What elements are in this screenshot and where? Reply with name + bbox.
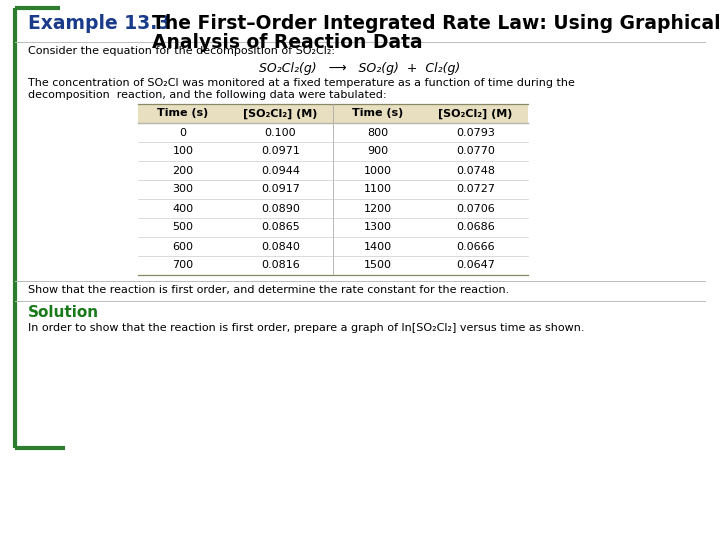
Text: 0.0727: 0.0727 — [456, 185, 495, 194]
Bar — [138, 104, 528, 123]
Text: 100: 100 — [173, 146, 194, 157]
Text: 0.0686: 0.0686 — [456, 222, 495, 233]
Text: 0: 0 — [179, 127, 186, 138]
Text: 0.0917: 0.0917 — [261, 185, 300, 194]
Text: Example 13.3: Example 13.3 — [28, 14, 171, 33]
Text: 300: 300 — [173, 185, 194, 194]
Text: 1500: 1500 — [364, 260, 392, 271]
Text: 500: 500 — [173, 222, 194, 233]
Text: 400: 400 — [172, 204, 194, 213]
Text: Analysis of Reaction Data: Analysis of Reaction Data — [152, 33, 423, 52]
Text: 0.0748: 0.0748 — [456, 165, 495, 176]
Text: Solution: Solution — [28, 305, 99, 320]
Text: 1400: 1400 — [364, 241, 392, 252]
Text: 1000: 1000 — [364, 165, 392, 176]
Text: 600: 600 — [173, 241, 194, 252]
Text: 0.0706: 0.0706 — [456, 204, 495, 213]
Text: 0.0793: 0.0793 — [456, 127, 495, 138]
Text: 900: 900 — [367, 146, 389, 157]
Text: 0.100: 0.100 — [265, 127, 297, 138]
Text: [SO₂Cl₂] (M): [SO₂Cl₂] (M) — [438, 109, 513, 119]
Text: Time (s): Time (s) — [158, 109, 209, 118]
Text: 1100: 1100 — [364, 185, 392, 194]
Text: 0.0770: 0.0770 — [456, 146, 495, 157]
Text: 1200: 1200 — [364, 204, 392, 213]
Text: 800: 800 — [367, 127, 389, 138]
Text: Time (s): Time (s) — [352, 109, 404, 118]
Text: The First–Order Integrated Rate Law: Using Graphical: The First–Order Integrated Rate Law: Usi… — [152, 14, 720, 33]
Text: 0.0865: 0.0865 — [261, 222, 300, 233]
Text: 0.0816: 0.0816 — [261, 260, 300, 271]
Text: 0.0840: 0.0840 — [261, 241, 300, 252]
Text: [SO₂Cl₂] (M): [SO₂Cl₂] (M) — [243, 109, 318, 119]
Text: The concentration of SO₂Cl was monitored at a fixed temperature as a function of: The concentration of SO₂Cl was monitored… — [28, 78, 575, 88]
Text: 0.0647: 0.0647 — [456, 260, 495, 271]
Text: 200: 200 — [172, 165, 194, 176]
Text: In order to show that the reaction is first order, prepare a graph of ln[SO₂Cl₂]: In order to show that the reaction is fi… — [28, 323, 585, 333]
Text: 1300: 1300 — [364, 222, 392, 233]
Text: 0.0890: 0.0890 — [261, 204, 300, 213]
Text: 700: 700 — [172, 260, 194, 271]
Text: 0.0666: 0.0666 — [456, 241, 495, 252]
Text: 0.0971: 0.0971 — [261, 146, 300, 157]
Text: SO₂Cl₂(g)   ⟶   SO₂(g)  +  Cl₂(g): SO₂Cl₂(g) ⟶ SO₂(g) + Cl₂(g) — [259, 62, 461, 75]
Text: 0.0944: 0.0944 — [261, 165, 300, 176]
Text: Consider the equation for the decomposition of SO₂Cl₂:: Consider the equation for the decomposit… — [28, 46, 335, 56]
Text: decomposition  reaction, and the following data were tabulated:: decomposition reaction, and the followin… — [28, 90, 387, 100]
Text: Show that the reaction is first order, and determine the rate constant for the r: Show that the reaction is first order, a… — [28, 285, 509, 295]
